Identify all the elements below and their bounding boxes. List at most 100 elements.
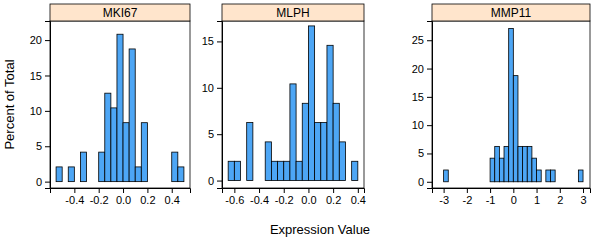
histogram-bar bbox=[178, 167, 184, 182]
histogram-bar bbox=[444, 170, 449, 182]
tick-mark bbox=[147, 188, 148, 193]
tick-mark bbox=[427, 125, 432, 126]
histogram-bar bbox=[523, 146, 528, 181]
tick-mark bbox=[308, 188, 309, 193]
x-tick: 0.2 bbox=[326, 188, 341, 206]
tick-mark bbox=[217, 181, 222, 182]
histogram-bar bbox=[495, 146, 500, 181]
histogram-bar bbox=[339, 142, 345, 181]
histogram-bar bbox=[518, 146, 523, 181]
x-tick: 0 bbox=[511, 188, 517, 206]
panel-title: MLPH bbox=[276, 6, 309, 20]
tick-label: 0.0 bbox=[301, 194, 316, 206]
x-tick: -3 bbox=[439, 188, 449, 206]
tick-mark bbox=[467, 188, 468, 193]
plot-frame bbox=[222, 21, 364, 188]
histogram-bar bbox=[345, 180, 351, 181]
axis-line bbox=[45, 22, 51, 189]
plot-frame bbox=[50, 21, 190, 188]
strip bbox=[222, 4, 364, 21]
tick-mark bbox=[284, 188, 285, 193]
x-tick: -0.4 bbox=[65, 188, 84, 206]
histogram-bar bbox=[62, 181, 68, 182]
tick-label: 0.2 bbox=[326, 194, 341, 206]
tick-label: -3 bbox=[439, 194, 449, 206]
histogram-bar bbox=[485, 181, 490, 182]
histogram-bar bbox=[308, 26, 314, 181]
tick-mark bbox=[45, 146, 50, 147]
tick-label: 0.4 bbox=[351, 194, 366, 206]
tick-mark bbox=[427, 40, 432, 41]
tick-label: -0.2 bbox=[275, 194, 294, 206]
x-tick: 0.4 bbox=[165, 188, 180, 206]
histogram-bar bbox=[321, 123, 327, 181]
tick-label: 15 bbox=[30, 70, 42, 82]
histogram-bar bbox=[315, 123, 321, 181]
histogram-bar bbox=[147, 181, 153, 182]
tick-label: -1 bbox=[486, 194, 496, 206]
histogram-bar bbox=[490, 158, 495, 182]
y-axis: 051015 bbox=[202, 22, 223, 189]
histogram-bar bbox=[99, 152, 105, 182]
histogram-bar bbox=[80, 152, 86, 182]
histogram-bar bbox=[105, 93, 111, 181]
tick-mark bbox=[490, 188, 491, 193]
histogram-bar bbox=[74, 181, 80, 182]
y-tick: 5 bbox=[208, 128, 222, 140]
histogram-bar bbox=[499, 158, 504, 182]
tick-mark bbox=[537, 188, 538, 193]
y-tick: 10 bbox=[412, 119, 432, 131]
panel: MMP11-3-2-101230510152025 bbox=[412, 4, 591, 206]
strip bbox=[50, 4, 190, 21]
histogram-bar bbox=[271, 161, 277, 180]
histogram-bar bbox=[129, 49, 135, 182]
tick-label: 1 bbox=[534, 194, 540, 206]
tick-label: 15 bbox=[202, 35, 214, 47]
tick-label: 5 bbox=[36, 140, 42, 152]
tick-mark bbox=[45, 40, 50, 41]
y-tick: 20 bbox=[30, 34, 50, 46]
tick-mark bbox=[234, 188, 235, 193]
y-tick: 15 bbox=[412, 91, 432, 103]
chart: MKI67-0.4-0.20.00.20.405101520MLPH-0.6-0… bbox=[0, 0, 600, 248]
tick-mark bbox=[560, 188, 561, 193]
histogram-bar bbox=[569, 181, 574, 182]
tick-mark bbox=[217, 134, 222, 135]
y-tick: 0 bbox=[208, 175, 222, 187]
x-tick: -2 bbox=[462, 188, 472, 206]
axis-line bbox=[51, 189, 191, 194]
histogram-bar bbox=[166, 181, 172, 182]
tick-mark bbox=[358, 188, 359, 193]
histogram-bar bbox=[472, 181, 477, 182]
histogram-bar bbox=[574, 181, 579, 182]
tick-label: -0.2 bbox=[90, 194, 109, 206]
histogram-bar bbox=[476, 181, 481, 182]
tick-label: 2 bbox=[557, 194, 563, 206]
x-axis-title: Expression Value bbox=[270, 222, 370, 237]
histogram-bar bbox=[111, 108, 117, 182]
tick-label: -0.4 bbox=[250, 194, 269, 206]
tick-mark bbox=[74, 188, 75, 193]
bars bbox=[444, 28, 583, 181]
panel: MLPH-0.6-0.4-0.20.00.20.4051015 bbox=[202, 4, 366, 206]
histogram-bar bbox=[327, 45, 333, 180]
tick-label: 15 bbox=[412, 91, 424, 103]
histogram-bar bbox=[284, 161, 290, 180]
x-tick: 0.0 bbox=[301, 188, 316, 206]
tick-mark bbox=[45, 182, 50, 183]
histogram-bar bbox=[546, 170, 551, 182]
histogram-bar bbox=[172, 152, 178, 182]
histogram-bar bbox=[56, 167, 62, 182]
x-tick: 0.0 bbox=[116, 188, 131, 206]
histogram-bar bbox=[68, 167, 74, 182]
tick-mark bbox=[427, 69, 432, 70]
tick-mark bbox=[427, 182, 432, 183]
panel-title: MKI67 bbox=[103, 6, 138, 20]
tick-label: 5 bbox=[418, 147, 424, 159]
y-tick: 15 bbox=[30, 70, 50, 82]
x-axis: -0.6-0.4-0.20.00.20.4 bbox=[223, 188, 366, 206]
tick-mark bbox=[45, 111, 50, 112]
histogram-bar bbox=[513, 76, 518, 182]
histogram-bar bbox=[253, 180, 259, 181]
x-tick: -0.2 bbox=[90, 188, 109, 206]
